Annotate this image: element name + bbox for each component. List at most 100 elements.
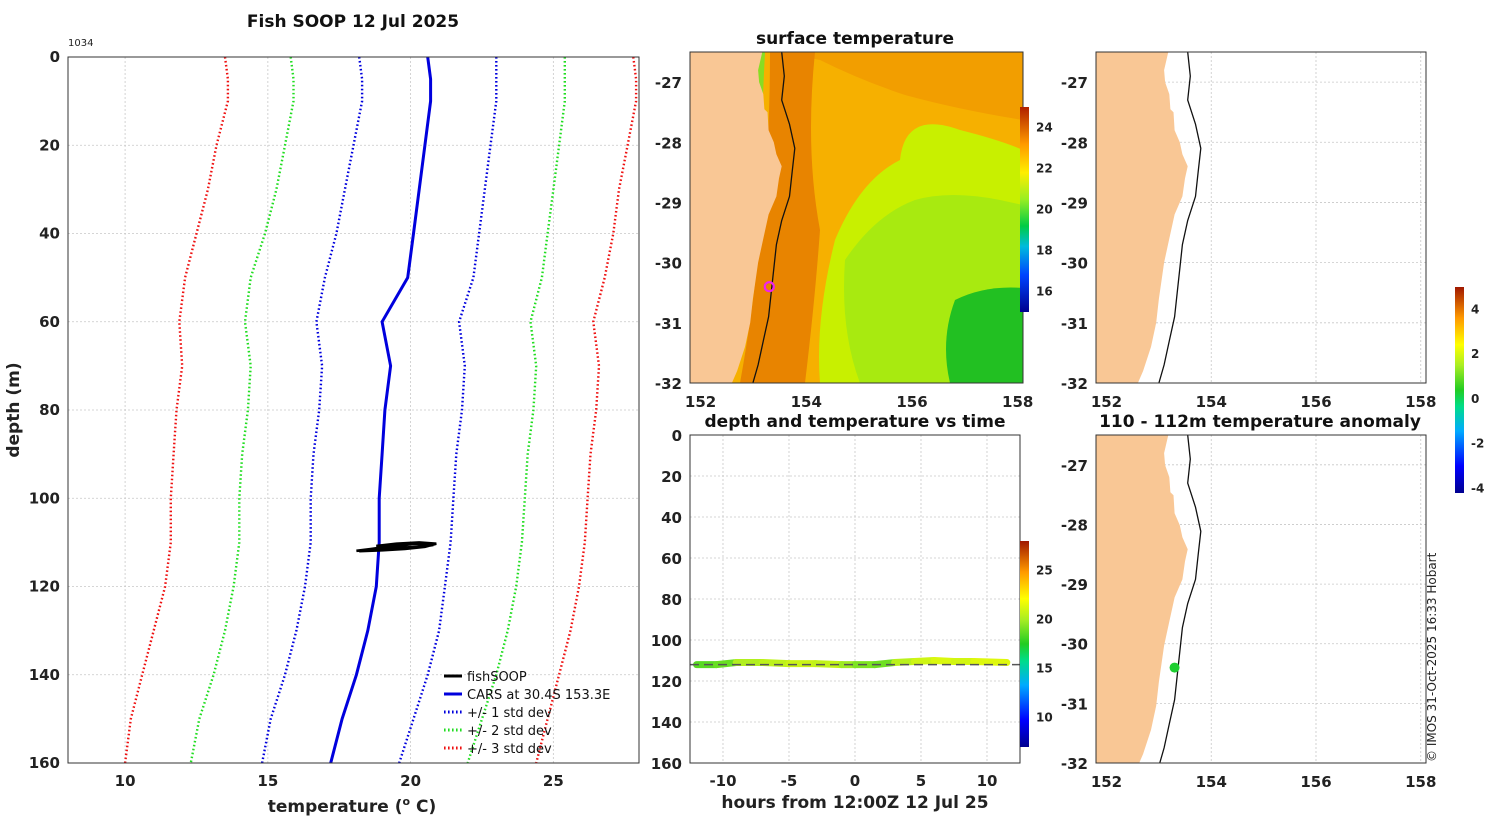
map-ytick-label: -32: [1061, 375, 1088, 393]
sst-colorbar-label: 18: [1036, 244, 1053, 258]
map-ytick-label: -31: [1061, 695, 1088, 713]
anomaly-title: 110 - 112m temperature anomaly: [1099, 412, 1421, 432]
map-xtick-label: 156: [896, 393, 927, 411]
depth-time-ytick-label: 160: [651, 755, 682, 773]
anomaly-panel: 110 - 112m temperature anomaly 152 154 156…: [1061, 287, 1484, 791]
profile-ytick-label: 20: [39, 136, 60, 154]
upper-map-land: [1096, 52, 1188, 383]
sst-colorbar: [1020, 107, 1029, 312]
upper-map-field: [1096, 52, 1202, 383]
depth-time-ytick-label: 80: [661, 591, 682, 609]
upper-map-axes-frame: [1095, 51, 1427, 384]
profile-axes-frame: [67, 56, 640, 764]
anomaly-axes-frame: [1095, 434, 1427, 764]
ship-position-marker: [763, 281, 775, 293]
profile-ytick-label: 140: [29, 666, 60, 684]
depth-time-xtick-label: 5: [916, 772, 926, 790]
map-xtick-label: 154: [791, 393, 822, 411]
map-ytick-label: -30: [1061, 255, 1088, 273]
depth-time-title: depth and temperature vs time: [705, 412, 1006, 432]
map-xtick-label: 156: [1300, 773, 1331, 791]
depth-time-colorbar-ticks: 10 15 20 25: [1036, 563, 1053, 724]
profile-ytick-label: 120: [29, 578, 60, 596]
profile-series-std-2: [398, 57, 498, 763]
depth-time-segment: [970, 658, 1011, 667]
legend-label: +/- 1 std dev: [467, 706, 552, 721]
profile-ytick-label: 40: [39, 225, 60, 243]
map-ytick-label: -31: [655, 315, 682, 333]
sst-colorbar-ticks: 16 18 20 22 24: [1036, 121, 1053, 299]
depth-time-xtick-label: -10: [709, 772, 736, 790]
anomaly-contour: [1159, 435, 1202, 763]
profile-series-cars-mean: [329, 57, 433, 763]
upper-map-ticks: 152 154 156 158 -27 -28 -29 -30 -31 -32: [1061, 74, 1437, 411]
anomaly-ticks: 152 154 156 158 -27 -28 -29 -30 -31 -32: [1061, 457, 1437, 791]
anomaly-colorbar-label: -2: [1471, 437, 1484, 451]
map-ytick-label: -28: [1061, 134, 1088, 152]
anomaly-points: [1169, 662, 1180, 673]
profile-series: [123, 57, 638, 763]
anomaly-colorbar-label: -4: [1471, 482, 1484, 496]
profile-id: 1034: [68, 38, 93, 49]
map-ytick-label: -30: [1061, 636, 1088, 654]
profile-series-fishsoop: [356, 541, 437, 553]
map-ytick-label: -27: [655, 74, 682, 92]
depth-time-ytick-label: 120: [651, 673, 682, 691]
depth-time-grid: [690, 434, 1020, 764]
map-xtick-label: 154: [1196, 773, 1227, 791]
map-ytick-label: -32: [1061, 755, 1088, 773]
sst-southeast-region: [946, 287, 1023, 383]
map-ytick-label: -29: [1061, 576, 1088, 594]
map-ytick-label: -29: [655, 194, 682, 212]
map-ytick-label: -32: [655, 375, 682, 393]
depth-time-segment: [759, 659, 793, 668]
sst-colorbar-label: 20: [1036, 203, 1053, 217]
anomaly-colorbar-label: 2: [1471, 347, 1479, 361]
anomaly-colorbar-label: 4: [1471, 302, 1479, 316]
depth-time-ytick-label: 60: [661, 550, 682, 568]
profile-legend: fishSOOP CARS at 30.4S 153.3E +/- 1 std de…: [444, 670, 610, 757]
depth-time-xtick-label: 0: [850, 772, 860, 790]
sst-shelf-contour: [752, 52, 796, 383]
depth-time-ytick-label: 100: [651, 632, 682, 650]
profile-ylabel: depth (m): [4, 362, 24, 457]
anomaly-colorbar-ticks: -4 -2 0 2 4: [1471, 302, 1484, 495]
upper-map-contour: [1158, 52, 1202, 383]
surface-temperature-panel: surface temperature 152 154 156 158 -27 -28 -2…: [655, 29, 1053, 411]
profile-panel: Fish SOOP 12 Jul 2025 1034 10 15 20 25 0 20 40…: [4, 12, 640, 817]
surface-temperature-title: surface temperature: [756, 29, 954, 49]
sst-land: [690, 52, 782, 383]
map-ytick-label: -27: [1061, 457, 1088, 475]
upper-map-panel: 152 154 156 158 -27 -28 -29 -30 -31 -32: [1061, 51, 1437, 411]
map-ytick-label: -31: [1061, 315, 1088, 333]
map-xtick-label: 158: [1405, 393, 1436, 411]
profile-series-std-5: [123, 57, 230, 763]
depth-time-xtick-label: -5: [781, 772, 798, 790]
map-xtick-label: 152: [1091, 773, 1122, 791]
map-xtick-label: 152: [1091, 393, 1122, 411]
map-ytick-label: -30: [655, 255, 682, 273]
depth-time-ytick-label: 140: [651, 714, 682, 732]
legend-label: +/- 2 std dev: [467, 724, 552, 739]
anomaly-point: [1169, 662, 1180, 673]
map-ytick-label: -28: [1061, 516, 1088, 534]
sst-coastal-band: [740, 52, 820, 383]
profile-ticks: 10 15 20 25 0 20 40 60 80 100 120 140 160: [29, 48, 564, 790]
depth-time-xlabel: hours from 12:00Z 12 Jul 25: [721, 793, 988, 813]
map-xtick-label: 154: [1196, 393, 1227, 411]
map-ytick-label: -28: [655, 134, 682, 152]
depth-time-colorbar-label: 10: [1036, 711, 1053, 725]
legend-label: fishSOOP: [467, 670, 527, 685]
depth-time-colorbar: [1020, 541, 1029, 747]
sst-ticks: 152 154 156 158 -27 -28 -29 -30 -31 -32: [655, 74, 1033, 411]
figure-title: Fish SOOP 12 Jul 2025: [247, 12, 459, 32]
profile-ytick-label: 60: [39, 313, 60, 331]
sst-north-region: [780, 52, 1023, 120]
copyright-text: © IMOS 31-Oct-2025 16:33 Hobart: [1425, 552, 1439, 762]
depth-time-colorbar-label: 15: [1036, 662, 1053, 676]
profile-series-std-1: [260, 57, 364, 763]
sst-field: [690, 52, 1023, 383]
profile-series-std-3: [189, 57, 295, 763]
depth-time-ytick-label: 20: [661, 468, 682, 486]
